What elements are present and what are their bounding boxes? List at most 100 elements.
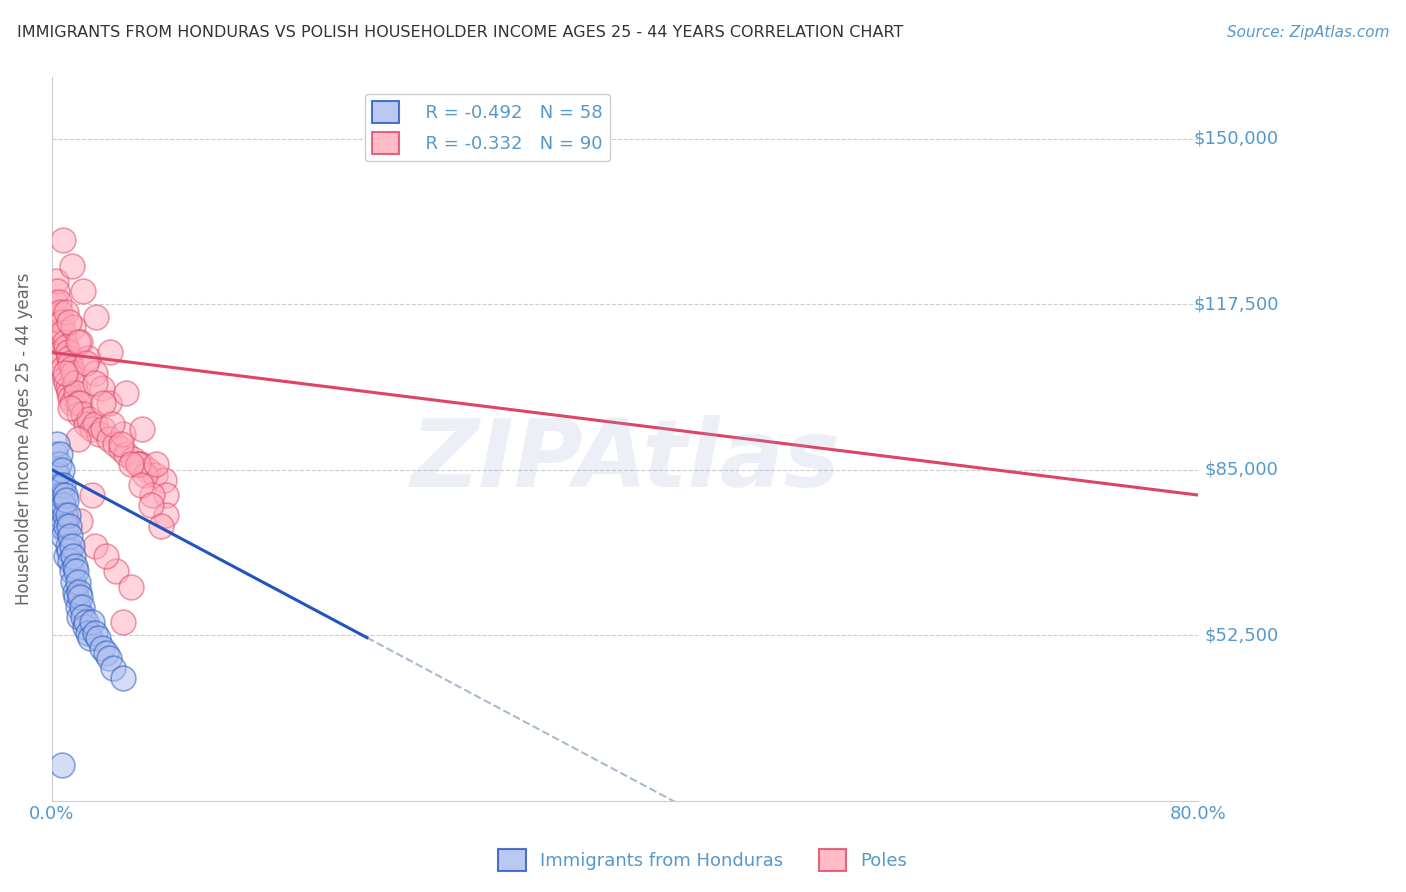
Point [56, 539, 79, 553]
Point [75, 356, 97, 370]
Point [131, 422, 153, 436]
Point [112, 672, 135, 686]
Point [51, 315, 73, 329]
Point [112, 615, 135, 630]
Point [48, 488, 70, 502]
Point [60, 565, 83, 579]
Point [52, 325, 75, 339]
Point [58, 386, 80, 401]
Point [65, 590, 87, 604]
Point [100, 345, 122, 359]
Point [52, 529, 75, 543]
Point [52, 360, 75, 375]
Point [110, 442, 132, 457]
Point [110, 437, 132, 451]
Point [55, 549, 77, 564]
Point [96, 549, 118, 564]
Point [60, 396, 83, 410]
Point [51, 488, 73, 502]
Point [51, 518, 73, 533]
Legend: Immigrants from Honduras, Poles: Immigrants from Honduras, Poles [491, 842, 915, 879]
Point [45, 493, 67, 508]
Point [45, 462, 67, 476]
Point [83, 417, 105, 431]
Point [155, 488, 177, 502]
Point [149, 518, 172, 533]
Point [49, 447, 72, 461]
Point [51, 758, 73, 772]
Point [80, 488, 103, 502]
Point [53, 508, 76, 523]
Point [44, 478, 66, 492]
Point [67, 584, 90, 599]
Point [62, 574, 84, 589]
Point [62, 366, 84, 380]
Point [66, 335, 89, 350]
Point [69, 514, 91, 528]
Point [49, 478, 72, 492]
Point [139, 498, 162, 512]
Point [48, 518, 70, 533]
Point [48, 294, 70, 309]
Point [155, 508, 177, 523]
Point [115, 386, 138, 401]
Point [80, 615, 103, 630]
Point [83, 366, 105, 380]
Point [44, 294, 66, 309]
Point [136, 462, 159, 476]
Text: $150,000: $150,000 [1194, 129, 1278, 147]
Point [79, 631, 101, 645]
Point [72, 285, 94, 299]
Point [62, 549, 84, 564]
Point [46, 325, 69, 339]
Y-axis label: Householder Income Ages 25 - 44 years: Householder Income Ages 25 - 44 years [15, 273, 32, 605]
Point [96, 646, 118, 660]
Point [112, 426, 135, 441]
Point [145, 458, 167, 472]
Point [105, 565, 128, 579]
Point [83, 376, 105, 390]
Point [48, 335, 70, 350]
Point [51, 351, 73, 365]
Point [98, 432, 121, 446]
Point [76, 625, 98, 640]
Point [69, 335, 91, 350]
Point [59, 529, 82, 543]
Point [58, 518, 80, 533]
Point [53, 488, 76, 502]
Text: $52,500: $52,500 [1205, 626, 1278, 644]
Point [66, 574, 89, 589]
Point [45, 274, 67, 288]
Point [70, 600, 93, 615]
Point [51, 462, 73, 476]
Point [60, 539, 83, 553]
Point [103, 661, 125, 675]
Point [83, 539, 105, 553]
Point [66, 600, 89, 615]
Point [59, 392, 82, 406]
Point [49, 508, 72, 523]
Point [58, 315, 80, 329]
Point [59, 401, 82, 416]
Point [120, 458, 142, 472]
Point [75, 615, 97, 630]
Point [63, 559, 86, 574]
Point [53, 366, 76, 380]
Point [46, 498, 69, 512]
Point [60, 259, 83, 273]
Point [66, 396, 89, 410]
Point [67, 407, 90, 421]
Text: IMMIGRANTS FROM HONDURAS VS POLISH HOUSEHOLDER INCOME AGES 25 - 44 YEARS CORRELA: IMMIGRANTS FROM HONDURAS VS POLISH HOUSE… [17, 25, 903, 40]
Point [129, 478, 152, 492]
Point [58, 544, 80, 558]
Point [91, 396, 114, 410]
Point [46, 285, 69, 299]
Point [72, 407, 94, 421]
Point [55, 304, 77, 318]
Text: Source: ZipAtlas.com: Source: ZipAtlas.com [1226, 25, 1389, 40]
Point [72, 610, 94, 624]
Point [98, 396, 121, 410]
Point [69, 396, 91, 410]
Point [120, 580, 142, 594]
Point [55, 518, 77, 533]
